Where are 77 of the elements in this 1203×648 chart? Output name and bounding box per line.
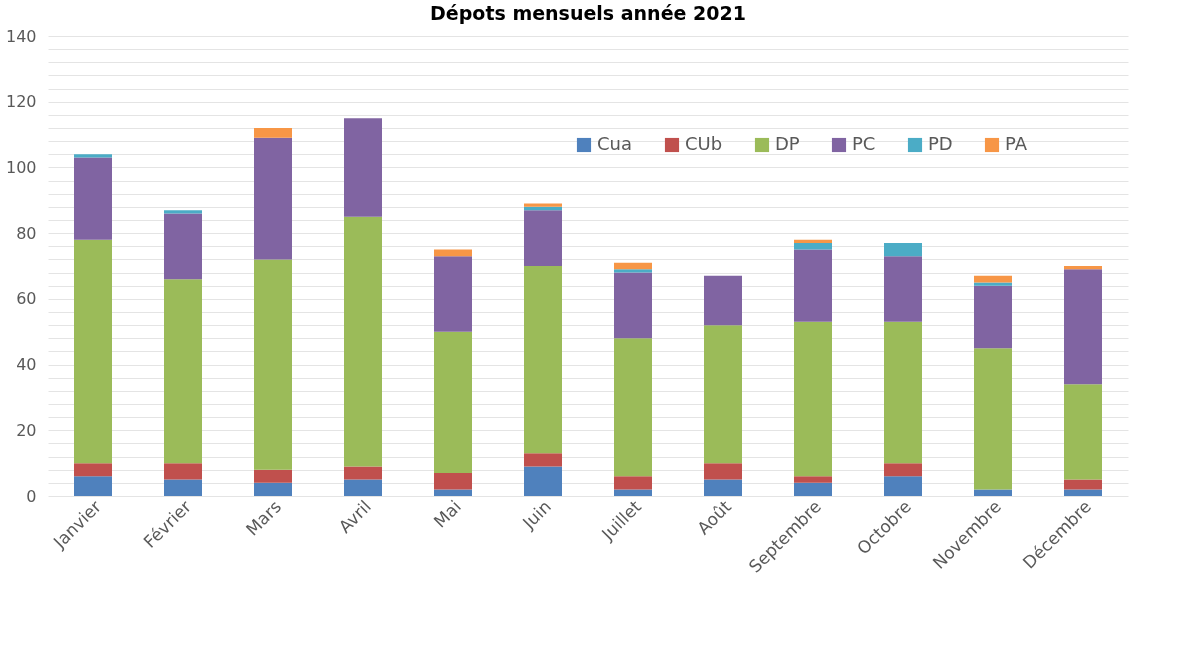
bar — [254, 137, 292, 260]
bar — [434, 249, 472, 257]
bar — [974, 285, 1012, 349]
bar — [704, 463, 742, 480]
bar — [164, 210, 202, 214]
bar — [1064, 266, 1102, 270]
bar — [524, 266, 562, 454]
bar — [74, 239, 112, 464]
bar — [344, 466, 382, 480]
bar — [524, 210, 562, 266]
bar — [524, 466, 562, 496]
bar — [344, 118, 382, 217]
bar — [254, 469, 292, 483]
bar — [434, 473, 472, 490]
y-tick-label: 0 — [26, 486, 37, 506]
bar — [614, 338, 652, 477]
bar — [974, 489, 1012, 496]
bar — [74, 463, 112, 477]
y-tick-label: 40 — [16, 355, 37, 375]
bar — [74, 157, 112, 240]
bar — [1064, 479, 1102, 490]
bar — [254, 259, 292, 470]
legend-label: PD — [928, 133, 953, 154]
bar — [164, 279, 202, 464]
legend-label: PA — [1005, 133, 1028, 154]
bar — [884, 256, 922, 322]
bar — [434, 331, 472, 473]
bar — [794, 239, 832, 243]
bar — [74, 154, 112, 158]
bar — [974, 275, 1012, 283]
bar — [794, 482, 832, 496]
bar — [164, 213, 202, 280]
legend-label: PC — [852, 133, 876, 154]
bar — [614, 269, 652, 273]
legend-label: CUb — [685, 133, 723, 154]
bar — [794, 476, 832, 483]
bar — [434, 489, 472, 496]
bar — [74, 476, 112, 496]
bar — [344, 479, 382, 496]
y-tick-label: 20 — [16, 420, 37, 440]
legend-label: Cua — [597, 133, 633, 154]
y-tick-label: 60 — [16, 289, 37, 309]
bar — [974, 282, 1012, 286]
bar — [1064, 489, 1102, 496]
y-tick-label: 100 — [5, 157, 37, 177]
bar — [434, 256, 472, 332]
y-tick-label: 80 — [16, 223, 37, 243]
y-tick-label: 120 — [5, 92, 37, 112]
bar — [614, 272, 652, 339]
bar — [794, 321, 832, 477]
x-tick-label: Mai — [429, 496, 466, 532]
bar — [1064, 269, 1102, 385]
bar — [344, 216, 382, 467]
bar — [524, 453, 562, 467]
bar — [974, 348, 1012, 490]
bar — [614, 489, 652, 496]
bar — [794, 249, 832, 322]
chart-title: Dépots mensuels année 2021 — [430, 2, 746, 24]
bar — [884, 463, 922, 477]
bar — [704, 325, 742, 464]
bar — [254, 128, 292, 138]
bar — [1064, 384, 1102, 480]
bar — [524, 203, 562, 207]
bar — [614, 476, 652, 490]
bar — [164, 479, 202, 496]
bar — [704, 479, 742, 496]
legend-label: DP — [775, 133, 800, 154]
bar — [794, 243, 832, 250]
y-tick-label: 140 — [5, 26, 37, 46]
bar — [524, 206, 562, 211]
bar — [884, 243, 922, 257]
bar — [164, 463, 202, 480]
bar — [884, 321, 922, 464]
bar — [884, 476, 922, 496]
bar — [254, 482, 292, 496]
bar — [704, 275, 742, 326]
bar — [614, 262, 652, 270]
